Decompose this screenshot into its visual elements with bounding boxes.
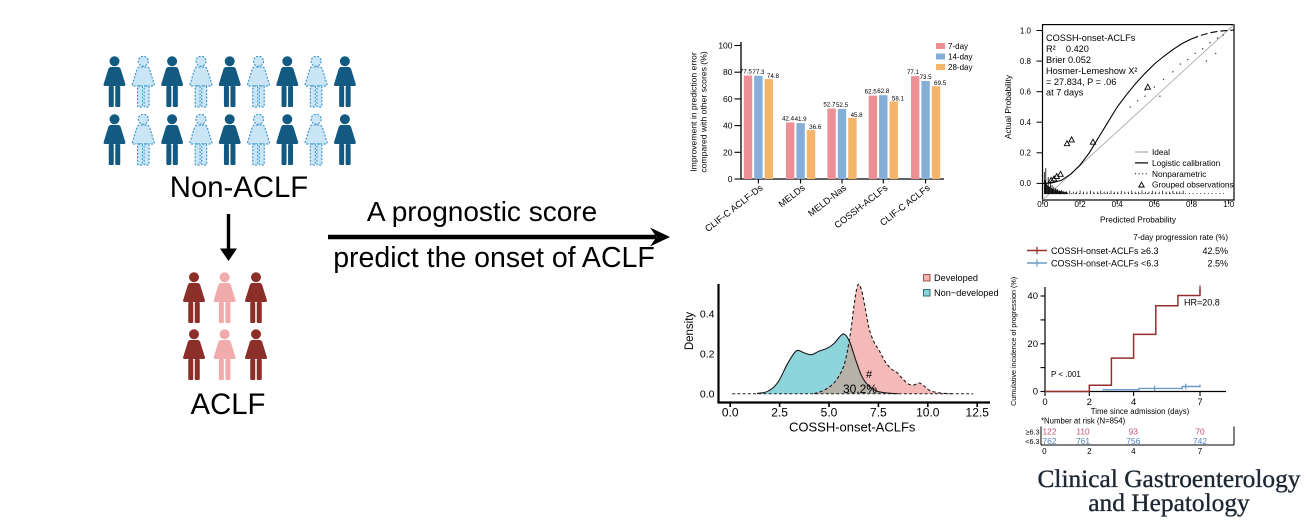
svg-text:7-day progression rate (%): 7-day progression rate (%) [1133,233,1228,242]
svg-text:7: 7 [1198,447,1203,456]
svg-text:4: 4 [1131,397,1136,408]
svg-text:0.2: 0.2 [1074,200,1086,209]
svg-text:0.0: 0.0 [700,388,715,400]
svg-text:Hosmer-Lemeshow X²: Hosmer-Lemeshow X² [1046,66,1137,76]
svg-text:77.5: 77.5 [740,69,753,76]
svg-text:12.5: 12.5 [966,406,990,420]
svg-text:0.0: 0.0 [722,406,739,420]
svg-text:Logistic calibration: Logistic calibration [1152,158,1221,168]
svg-text:≥6.3: ≥6.3 [1026,427,1040,436]
svg-text:110: 110 [1076,426,1090,436]
svg-text:= 27.834, P = .06: = 27.834, P = .06 [1046,77,1116,87]
svg-text:7: 7 [1197,397,1202,408]
svg-text:#: # [866,369,873,381]
svg-text:0: 0 [1042,397,1047,408]
svg-text:60: 60 [723,94,733,104]
svg-text:Non−developed: Non−developed [934,288,999,298]
svg-text:4: 4 [1131,447,1136,456]
svg-text:73.5: 73.5 [920,74,933,81]
svg-text:0.8: 0.8 [1020,57,1032,66]
svg-text:0.6: 0.6 [1020,88,1032,97]
svg-text:70: 70 [1195,426,1205,436]
svg-text:122: 122 [1043,426,1057,436]
svg-text:R² 0.420: R² 0.420 [1046,44,1089,54]
svg-text:58.1: 58.1 [892,95,905,102]
svg-text:1.0: 1.0 [1223,200,1235,209]
svg-text:Density: Density [684,312,696,351]
svg-text:0.0: 0.0 [1037,200,1049,209]
svg-text:40: 40 [723,121,733,131]
svg-text:*Number at risk (N=854): *Number at risk (N=854) [1041,417,1126,426]
svg-text:7.5: 7.5 [870,406,887,420]
svg-text:COSSH-onset-ACLFs <6.3: COSSH-onset-ACLFs <6.3 [1051,258,1159,268]
svg-text:20: 20 [1027,339,1038,350]
svg-text:2.5: 2.5 [771,406,788,420]
svg-text:0: 0 [1042,447,1047,456]
svg-text:Actual Probability: Actual Probability [1003,74,1013,139]
svg-text:0.4: 0.4 [1020,118,1032,127]
svg-text:HR=20.8: HR=20.8 [1184,298,1220,308]
svg-text:CLIF-C ACLF-Ds: CLIF-C ACLF-Ds [703,182,765,233]
svg-text:93: 93 [1129,426,1139,436]
svg-text:0.8: 0.8 [1186,200,1198,209]
svg-text:2.5%: 2.5% [1207,258,1228,268]
svg-text:0.4: 0.4 [700,309,715,321]
svg-text:42.4: 42.4 [782,115,795,122]
svg-text:77.1: 77.1 [907,69,920,76]
svg-text:7-day: 7-day [948,42,968,51]
svg-text:0.2: 0.2 [700,349,715,361]
svg-text:52.5: 52.5 [836,102,849,109]
svg-text:MELD-Nas: MELD-Nas [806,182,848,218]
svg-text:77.3: 77.3 [752,69,765,76]
svg-text:compared with other scores (%): compared with other scores (%) [699,51,709,172]
svg-text:20: 20 [723,147,733,157]
svg-text:Developed: Developed [934,273,978,283]
svg-text:10.0: 10.0 [916,406,940,420]
svg-text:MELDs: MELDs [777,182,807,209]
svg-text:0.6: 0.6 [1149,200,1161,209]
svg-text:Time since admission (days): Time since admission (days) [1091,407,1190,416]
svg-text:Nonparametric: Nonparametric [1152,169,1206,179]
svg-text:Grouped observations: Grouped observations [1152,180,1234,190]
svg-text:Improvement in prediction erro: Improvement in prediction error [689,52,699,172]
svg-text:Cumulative incidence of progre: Cumulative incidence of progression (%) [1009,277,1018,406]
svg-text:COSSH-onset-ACLFs: COSSH-onset-ACLFs [789,420,916,435]
svg-text:69.5: 69.5 [934,80,947,87]
svg-text:100: 100 [718,41,732,51]
svg-text:28-day: 28-day [948,63,972,72]
svg-text:at 7 days: at 7 days [1046,88,1084,98]
svg-text:756: 756 [1126,436,1140,446]
svg-text:COSSH-onset-ACLFs: COSSH-onset-ACLFs [1046,33,1136,43]
svg-text:762: 762 [1043,436,1057,446]
svg-text:0.4: 0.4 [1112,200,1124,209]
svg-text:761: 761 [1076,436,1090,446]
svg-text:COSSH-onset-ACLFs ≥6.3: COSSH-onset-ACLFs ≥6.3 [1051,246,1158,256]
svg-text:Predicted Probability: Predicted Probability [1100,215,1177,225]
svg-text:5.0: 5.0 [821,406,838,420]
svg-text:0.2: 0.2 [1020,149,1032,158]
svg-text:62.8: 62.8 [877,88,890,95]
svg-text:742: 742 [1193,436,1207,446]
svg-text:41.9: 41.9 [795,116,808,123]
svg-text:45.8: 45.8 [851,112,864,119]
svg-text:80: 80 [723,67,733,77]
svg-text:<6.3: <6.3 [1025,437,1039,446]
svg-text:Brier 0.052: Brier 0.052 [1046,55,1091,65]
svg-text:74.8: 74.8 [767,73,780,80]
svg-text:62.5: 62.5 [865,89,878,96]
svg-text:52.7: 52.7 [823,102,836,109]
svg-text:40: 40 [1027,291,1038,302]
svg-text:P < .001: P < .001 [1051,370,1081,379]
svg-text:0.0: 0.0 [1020,179,1032,188]
svg-text:14-day: 14-day [948,52,972,61]
svg-text:0: 0 [728,174,733,184]
svg-text:30.2%: 30.2% [843,382,877,396]
svg-text:2: 2 [1087,447,1092,456]
svg-text:0: 0 [1033,387,1038,398]
svg-text:42.5%: 42.5% [1202,246,1228,256]
svg-text:Ideal: Ideal [1152,147,1170,157]
svg-text:1.0: 1.0 [1020,26,1032,35]
svg-text:36.6: 36.6 [809,124,822,131]
svg-text:2: 2 [1087,397,1092,408]
